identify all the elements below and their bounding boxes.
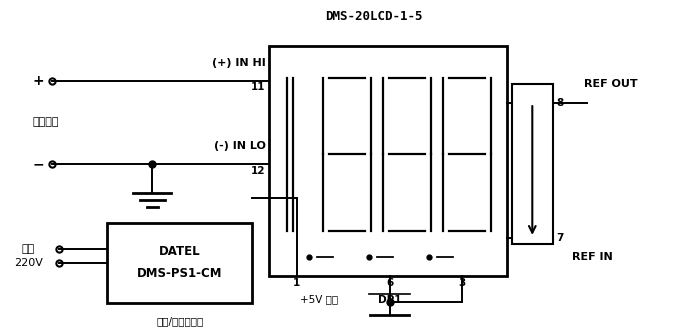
Text: −: − bbox=[32, 157, 44, 171]
Bar bbox=[269, 46, 507, 276]
Text: 交流/直流转换器: 交流/直流转换器 bbox=[156, 316, 204, 326]
Text: 交流: 交流 bbox=[21, 244, 35, 254]
Text: REF OUT: REF OUT bbox=[584, 79, 638, 89]
Text: 12: 12 bbox=[251, 166, 266, 176]
Text: DMS-PS1-CM: DMS-PS1-CM bbox=[137, 267, 222, 279]
Text: 11: 11 bbox=[251, 82, 266, 92]
Text: 6: 6 bbox=[386, 278, 393, 288]
Text: DP1: DP1 bbox=[378, 296, 402, 305]
Text: REF IN: REF IN bbox=[572, 252, 613, 262]
Text: 1: 1 bbox=[293, 278, 300, 288]
Bar bbox=[108, 223, 252, 303]
Text: 输入信号: 输入信号 bbox=[32, 117, 59, 128]
Text: (+) IN HI: (+) IN HI bbox=[212, 58, 266, 68]
Text: DATEL: DATEL bbox=[159, 245, 201, 258]
Text: 3: 3 bbox=[458, 278, 466, 288]
Bar bbox=[512, 84, 553, 244]
Text: DMS-20LCD-1-5: DMS-20LCD-1-5 bbox=[326, 10, 423, 23]
Text: +: + bbox=[32, 74, 44, 88]
Text: +5V 电源: +5V 电源 bbox=[300, 294, 338, 304]
Text: 8: 8 bbox=[556, 98, 564, 108]
Text: 7: 7 bbox=[556, 233, 564, 243]
Text: (-) IN LO: (-) IN LO bbox=[214, 141, 266, 151]
Text: 220V: 220V bbox=[14, 258, 43, 268]
